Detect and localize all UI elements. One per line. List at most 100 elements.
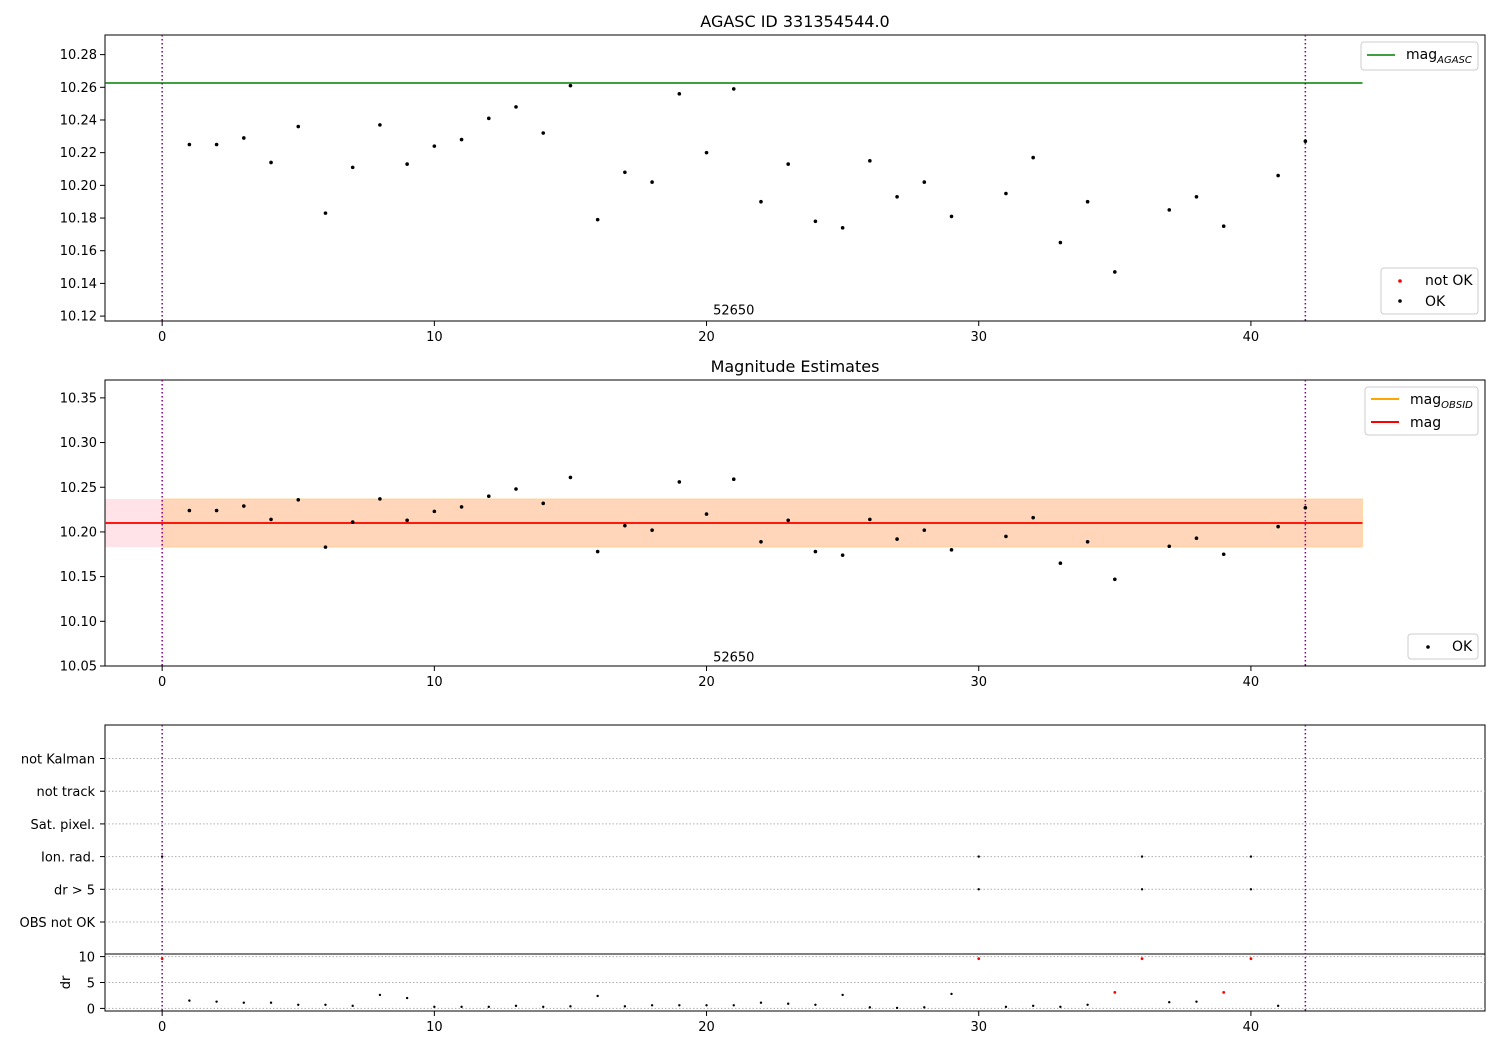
ok-point <box>1113 577 1117 582</box>
ok-point <box>895 537 899 541</box>
ok-point <box>840 226 845 230</box>
agasc-y-tick-label: 10.22 <box>60 146 97 161</box>
ok-point <box>704 512 709 516</box>
dr-y-tick-label: 0 <box>87 1002 95 1017</box>
mag-x-tick-label: 0 <box>158 675 166 690</box>
agasc-y-tick-label: 10.26 <box>60 81 97 96</box>
dr-ok-point <box>841 993 844 997</box>
dr-not-ok-point <box>1113 990 1117 994</box>
ok-point <box>1004 534 1008 539</box>
ok-point <box>922 528 927 532</box>
dr-ok-point <box>569 1005 572 1008</box>
ok-point <box>541 501 546 506</box>
agasc-x-tick-label: 0 <box>158 330 166 345</box>
dr-y-tick-label: 10 <box>78 951 95 966</box>
ok-point <box>731 477 736 482</box>
dr-ok-point <box>786 1002 790 1005</box>
dr-ok-point <box>215 1000 218 1003</box>
ok-point <box>1167 208 1172 212</box>
ok-point <box>269 517 273 522</box>
ok-point <box>187 508 192 513</box>
dr-x-tick-label: 40 <box>1243 1020 1260 1035</box>
ok-point <box>514 105 518 109</box>
ok-point <box>813 219 818 224</box>
flags-frame <box>104 724 1486 954</box>
ok-point <box>1031 515 1035 520</box>
flags-category-label: Ion. rad. <box>41 851 95 866</box>
ok-point <box>432 509 437 514</box>
dr-ok-point <box>814 1003 817 1006</box>
ok-point <box>459 505 464 509</box>
ok-point <box>1194 536 1199 540</box>
ok-point <box>541 131 546 135</box>
dr-x-tick-label: 20 <box>698 1020 715 1035</box>
ok-point <box>1085 199 1090 204</box>
dr-not-ok-point <box>1249 957 1253 961</box>
ok-point <box>1113 270 1117 274</box>
ok-point <box>786 162 790 166</box>
mag-y-tick-label: 10.05 <box>60 660 97 675</box>
mag-x-tick-label: 20 <box>698 675 715 690</box>
agasc-legend-lines <box>1360 41 1479 71</box>
dr-ok-point <box>705 1004 708 1007</box>
flags-category-label: OBS not OK <box>20 916 96 931</box>
ok-point <box>350 165 355 170</box>
ok-point <box>895 194 899 199</box>
dr-ok-point <box>759 1001 763 1004</box>
flag-point <box>1140 888 1144 891</box>
panel-magnitude-estimates: Magnitude Estimates 0 10 20 30 40 10.05 10.10 1… <box>60 357 1486 690</box>
ok-point <box>459 137 464 142</box>
ok-point <box>323 211 328 215</box>
dr-ok-point <box>868 1006 872 1009</box>
mag-x-tick-label: 10 <box>426 675 443 690</box>
ok-point <box>1276 173 1280 178</box>
ok-point <box>1303 139 1308 144</box>
ok-point <box>813 549 818 554</box>
mag-x-tick-label: 40 <box>1243 675 1260 690</box>
flag-point <box>1249 888 1253 891</box>
dr-ok-point <box>732 1004 735 1007</box>
ok-point <box>1221 224 1226 229</box>
dr-ok-point <box>895 1006 899 1010</box>
ok-point <box>949 214 954 219</box>
ok-point <box>1221 552 1226 557</box>
agasc-annotation: 52650 <box>713 303 754 318</box>
ok-point <box>1004 191 1008 196</box>
flag-point <box>1140 855 1144 858</box>
ok-point <box>1194 194 1199 199</box>
agasc-x-tick-label: 30 <box>970 330 987 345</box>
panel-flags: OBS not OK dr > 5 Ion. rad. Sat. pixel. not … <box>20 724 1486 954</box>
dr-ok-point <box>433 1005 436 1009</box>
flags-category-label: dr > 5 <box>54 883 95 898</box>
panel-dr: 0 5 10 dr 0 10 20 30 40 <box>59 725 1486 1035</box>
flags-category-label: Sat. pixel. <box>31 818 95 833</box>
ok-point <box>595 549 600 554</box>
dr-ok-point <box>950 992 953 996</box>
mag-annotation: 52650 <box>713 651 754 666</box>
agasc-y-tick-label: 10.24 <box>60 113 97 128</box>
agasc-frame <box>104 34 1486 322</box>
dr-ok-point <box>1086 1003 1089 1006</box>
ok-point <box>242 136 246 140</box>
ok-point <box>214 142 219 147</box>
mag-legend-mag-label: mag <box>1410 415 1441 431</box>
agasc-x-tick-label: 20 <box>698 330 715 345</box>
ok-point <box>1303 506 1308 510</box>
agasc-y-tick-label: 10.20 <box>60 179 97 194</box>
panel-magnitude-title: Magnitude Estimates <box>711 357 880 376</box>
dr-x-tick-label: 10 <box>426 1020 443 1035</box>
ok-point <box>677 480 682 484</box>
dr-ok-point <box>1004 1005 1008 1009</box>
ok-point <box>1167 544 1172 549</box>
dr-ok-point <box>1059 1005 1062 1009</box>
dr-ok-point <box>188 999 191 1002</box>
ok-point <box>704 150 709 155</box>
ok-point <box>432 144 437 148</box>
dr-ok-point <box>623 1005 627 1008</box>
ok-point <box>1085 539 1090 544</box>
dr-ok-point <box>514 1004 518 1008</box>
flag-point <box>977 855 980 858</box>
panel-agasc-title: AGASC ID 331354544.0 <box>700 12 889 31</box>
dr-y-tick-label: 5 <box>87 977 95 992</box>
dr-not-ok-point <box>977 957 981 961</box>
